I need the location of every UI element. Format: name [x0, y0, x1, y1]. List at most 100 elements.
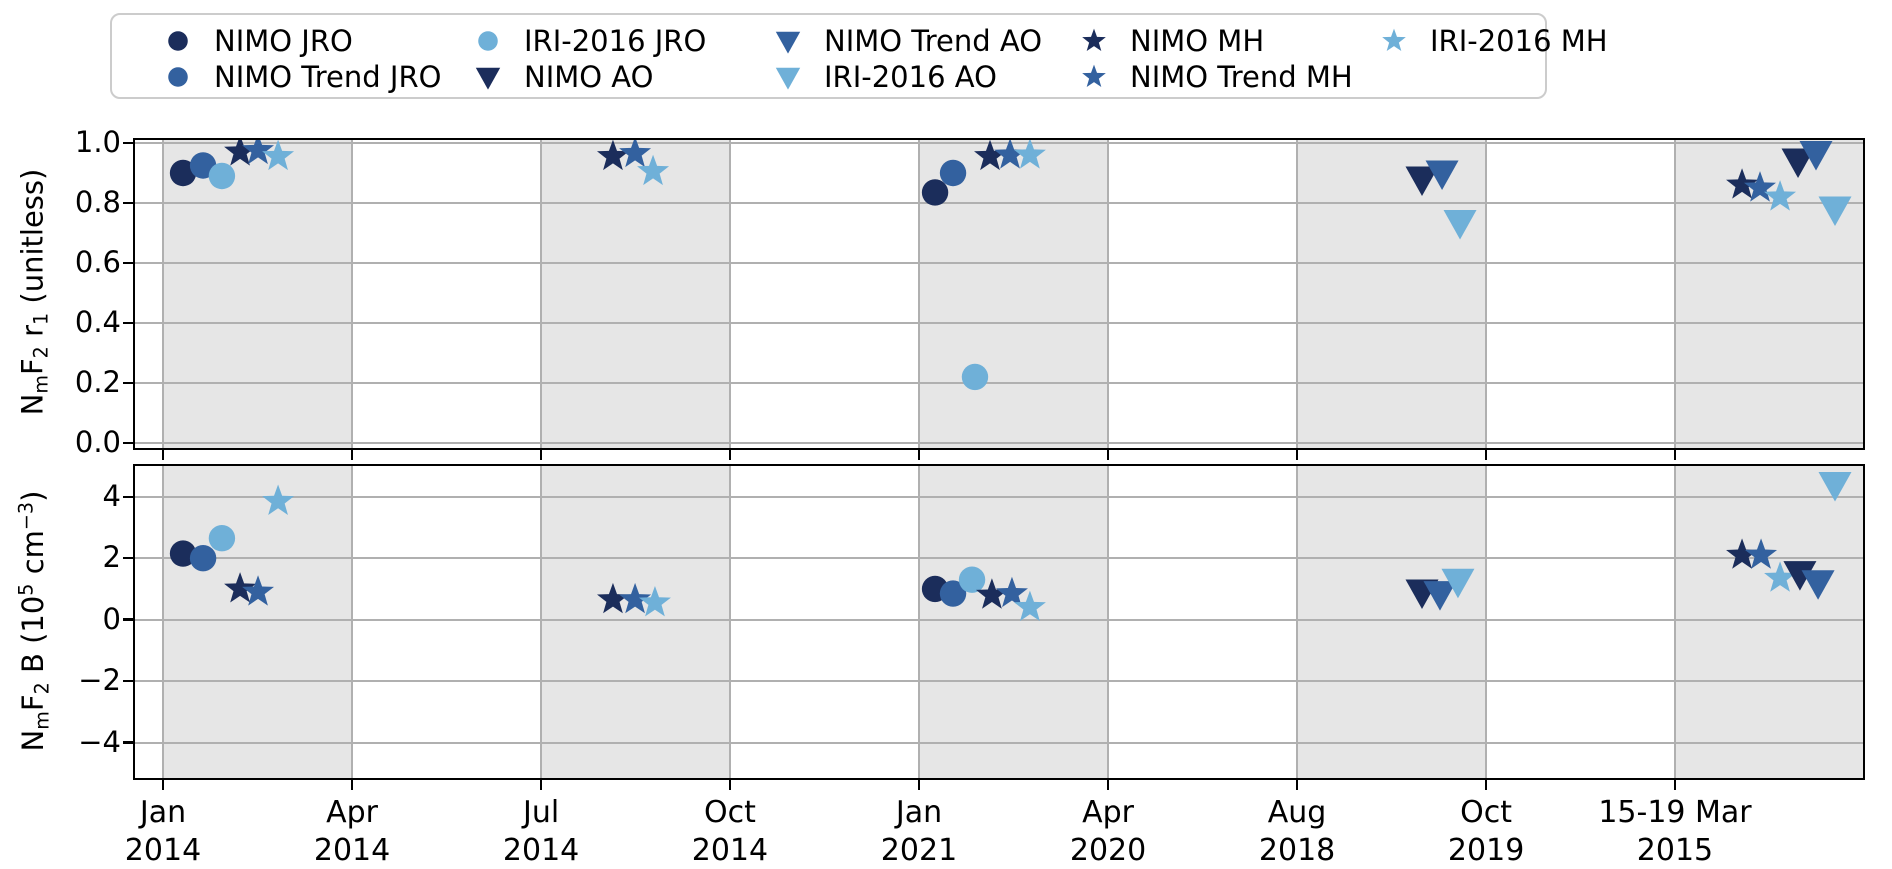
- circle-marker-icon: [468, 23, 508, 59]
- point-nimo-jro: [922, 179, 948, 205]
- circle-marker-icon: [158, 23, 198, 59]
- x-tick-year: 2014: [692, 832, 768, 869]
- y-tick-label: 0.0: [37, 428, 121, 457]
- y-tick: [123, 202, 133, 204]
- x-tick-year: 2019: [1448, 832, 1524, 869]
- y-tick: [123, 618, 133, 620]
- y-tick: [123, 442, 133, 444]
- x-tick-year: 2015: [1598, 832, 1751, 869]
- legend-item-label: IRI-2016 AO: [824, 63, 997, 92]
- star-marker-icon: [1074, 23, 1114, 59]
- legend-item-label: NIMO Trend AO: [824, 27, 1042, 56]
- y-tick-label: 0.4: [37, 308, 121, 337]
- legend: NIMO JRO NIMO Trend JRO IRI-2016 JRO NIMO A…: [110, 13, 1547, 99]
- x-tick: [1107, 450, 1109, 460]
- y-tick-label: 0: [37, 605, 121, 634]
- x-tick-year: 2014: [314, 832, 390, 869]
- x-tick-year: 2014: [125, 832, 201, 869]
- y-tick: [123, 322, 133, 324]
- star-marker-icon: [1074, 59, 1114, 95]
- point-iri-2016-mh: [262, 485, 294, 515]
- point-iri-2016-ao: [1819, 196, 1852, 226]
- x-tick: [918, 780, 920, 790]
- y-tick: [123, 741, 133, 743]
- legend-item-label: NIMO Trend MH: [1130, 63, 1353, 92]
- legend-item-label: IRI-2016 JRO: [524, 27, 706, 56]
- point-iri-2016-ao: [1819, 472, 1852, 502]
- x-tick-month: Oct: [1448, 794, 1524, 832]
- x-tick: [1296, 780, 1298, 790]
- legend-item-nimo-jro: NIMO JRO: [158, 23, 468, 59]
- y-tick: [123, 557, 133, 559]
- point-nimo-mh: [597, 140, 629, 170]
- legend-item-nimo-trend-ao: NIMO Trend AO: [768, 23, 1074, 59]
- x-tick-year: 2021: [881, 832, 957, 869]
- legend-item-label: NIMO AO: [524, 63, 653, 92]
- legend-item-label: NIMO JRO: [214, 27, 353, 56]
- legend-item-label: NIMO MH: [1130, 27, 1264, 56]
- point-iri-2016-jro: [962, 364, 988, 390]
- x-tick-month: Apr: [1070, 794, 1146, 832]
- y-tick-label: 0.6: [37, 248, 121, 277]
- x-tick: [1485, 450, 1487, 460]
- y-tick-label: 0.2: [37, 368, 121, 397]
- point-nimo-trend-ao: [1802, 570, 1835, 600]
- legend-item-iri-2016-ao: IRI-2016 AO: [768, 59, 1074, 95]
- iri-2016-jro-marker-icon: [478, 31, 498, 51]
- x-tick-month: Oct: [692, 794, 768, 832]
- y-tick: [123, 382, 133, 384]
- x-tick-year: 2014: [503, 832, 579, 869]
- scatter-layer-r1: [135, 140, 1863, 448]
- x-tick: [540, 780, 542, 790]
- x-tick: [162, 780, 164, 790]
- scatter-layer-B: [135, 466, 1863, 778]
- x-tick-month: Jul: [503, 794, 579, 832]
- y-tick-label: 2: [37, 543, 121, 572]
- x-tick-month: Aug: [1259, 794, 1335, 832]
- x-tick-year: 2018: [1259, 832, 1335, 869]
- x-tick: [162, 450, 164, 460]
- y-tick-label: 1.0: [37, 128, 121, 157]
- y-tick-label: 0.8: [37, 188, 121, 217]
- x-tick: [729, 450, 731, 460]
- y-tick: [123, 142, 133, 144]
- circle-marker-icon: [158, 59, 198, 95]
- x-tick: [1107, 780, 1109, 790]
- x-tick: [1485, 780, 1487, 790]
- triangle-marker-icon: [768, 23, 808, 59]
- nimo-trend-mh-marker-icon: [1082, 65, 1106, 87]
- x-tick-year: 2020: [1070, 832, 1146, 869]
- x-tick: [1674, 780, 1676, 790]
- point-iri-2016-jro: [209, 525, 235, 551]
- legend-item-nimo-mh: NIMO MH: [1074, 23, 1374, 59]
- triangle-marker-icon: [468, 59, 508, 95]
- x-tick: [1296, 450, 1298, 460]
- point-nimo-trend-mh: [242, 575, 274, 605]
- iri-2016-ao-marker-icon: [776, 68, 800, 90]
- x-tick-month: Apr: [314, 794, 390, 832]
- x-tick-month: Jan: [881, 794, 957, 832]
- triangle-marker-icon: [768, 59, 808, 95]
- point-nimo-trend-jro: [940, 160, 966, 186]
- y-tick-label: −4: [37, 728, 121, 757]
- nimo-ao-marker-icon: [476, 68, 500, 90]
- legend-item-label: NIMO Trend JRO: [214, 63, 441, 92]
- legend-item-iri-2016-mh: IRI-2016 MH: [1374, 23, 1608, 59]
- point-iri-2016-mh: [262, 140, 294, 170]
- legend-item-iri-2016-jro: IRI-2016 JRO: [468, 23, 768, 59]
- x-tick: [1674, 450, 1676, 460]
- x-tick: [729, 780, 731, 790]
- y-tick-label: −2: [37, 666, 121, 695]
- nimo-jro-marker-icon: [168, 31, 188, 51]
- x-tick: [351, 450, 353, 460]
- y-tick-label: 4: [37, 482, 121, 511]
- y-tick: [123, 262, 133, 264]
- legend-item-label: IRI-2016 MH: [1430, 27, 1608, 56]
